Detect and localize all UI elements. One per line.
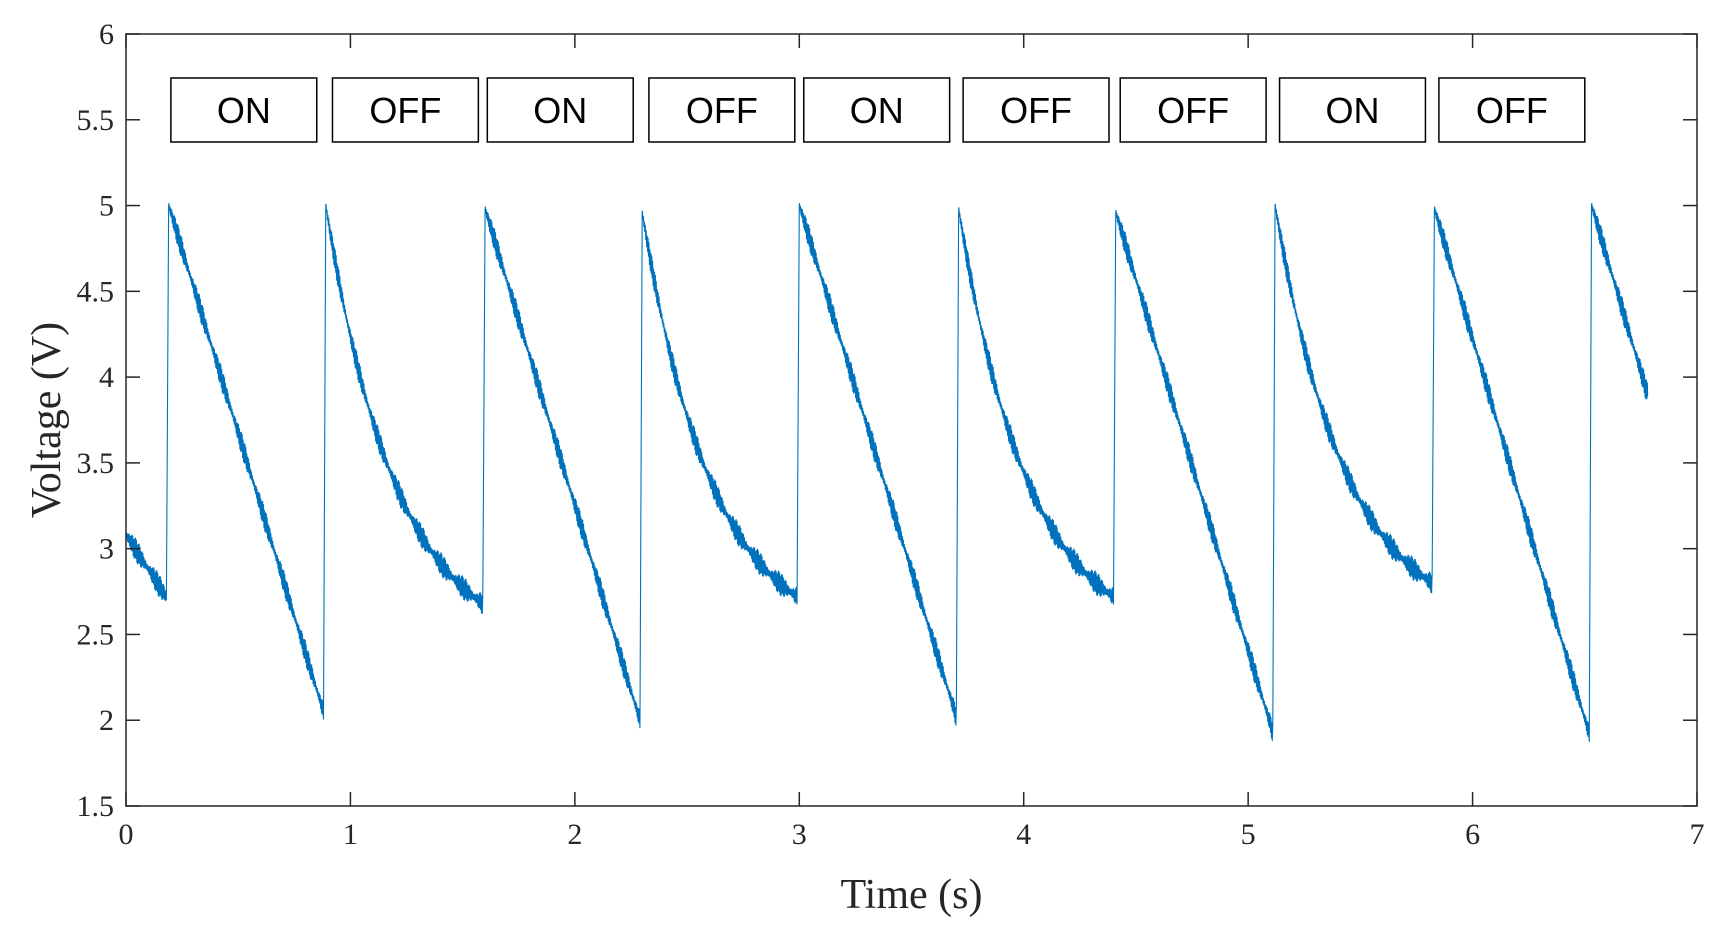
state-box-frame bbox=[486, 77, 634, 143]
state-box-label: ON bbox=[850, 90, 904, 131]
state-box-frame bbox=[170, 77, 318, 143]
y-tick-label: 1.5 bbox=[77, 790, 115, 823]
state-box-frame bbox=[1438, 77, 1586, 143]
state-box-7: ON bbox=[1278, 77, 1427, 143]
y-tick-label: 5.5 bbox=[77, 104, 115, 137]
state-box-label: OFF bbox=[1000, 90, 1072, 131]
state-box-label: OFF bbox=[1476, 90, 1548, 131]
y-axis-title: Voltage (V) bbox=[24, 322, 70, 518]
state-box-label: ON bbox=[1326, 90, 1380, 131]
x-tick-label: 2 bbox=[567, 818, 582, 851]
state-box-2: ON bbox=[486, 77, 634, 143]
y-tick-label: 2.5 bbox=[77, 618, 115, 651]
state-box-frame bbox=[648, 77, 796, 143]
state-box-5: OFF bbox=[962, 77, 1110, 143]
state-box-1: OFF bbox=[331, 77, 480, 143]
y-tick-label: 4.5 bbox=[77, 275, 115, 308]
state-box-6: OFF bbox=[1119, 77, 1267, 143]
state-box-label: OFF bbox=[369, 90, 441, 131]
x-tick-label: 6 bbox=[1465, 818, 1480, 851]
state-box-label: OFF bbox=[686, 90, 758, 131]
voltage-series-line bbox=[125, 203, 1649, 742]
state-label-boxes: ON OFF ON OFF ON OFF OFF ON OFF bbox=[170, 77, 1586, 143]
y-tick-label: 2 bbox=[99, 704, 114, 737]
state-box-frame bbox=[1119, 77, 1267, 143]
x-tick-label: 0 bbox=[119, 818, 134, 851]
y-tick-label: 5 bbox=[99, 190, 114, 223]
state-box-label: OFF bbox=[1157, 90, 1229, 131]
x-tick-label: 3 bbox=[792, 818, 807, 851]
x-axis-title: Time (s) bbox=[841, 872, 983, 918]
x-tick-label: 5 bbox=[1241, 818, 1256, 851]
state-box-frame bbox=[962, 77, 1110, 143]
state-box-frame bbox=[331, 77, 480, 143]
y-tick-label: 4 bbox=[99, 361, 114, 394]
x-tick-label: 7 bbox=[1690, 818, 1705, 851]
y-tick-label: 3 bbox=[99, 533, 114, 566]
x-tick-label: 1 bbox=[343, 818, 358, 851]
state-box-0: ON bbox=[170, 77, 318, 143]
x-tick-label: 4 bbox=[1016, 818, 1031, 851]
axes-box bbox=[125, 33, 1698, 807]
y-tick-label: 6 bbox=[99, 18, 114, 51]
axes: 0 1 2 3 4 5 6 7 1.5 2 2.5 3 3.5 4 4.5 5 5.5 6 bbox=[77, 18, 1705, 851]
plot-area bbox=[125, 203, 1649, 742]
state-box-8: OFF bbox=[1438, 77, 1586, 143]
state-box-label: ON bbox=[533, 90, 587, 131]
state-box-3: OFF bbox=[648, 77, 796, 143]
state-box-frame bbox=[803, 77, 951, 143]
state-box-4: ON bbox=[803, 77, 951, 143]
state-box-frame bbox=[1278, 77, 1427, 143]
y-tick-label: 3.5 bbox=[77, 447, 115, 480]
state-box-label: ON bbox=[217, 90, 271, 131]
